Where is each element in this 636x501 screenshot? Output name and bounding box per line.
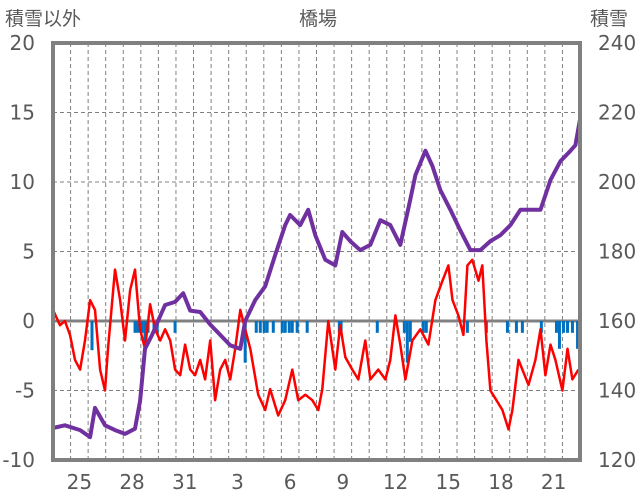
blue-bar (576, 321, 580, 349)
blue-bar (421, 321, 425, 333)
left-tick-label: 15 (10, 101, 35, 125)
blue-bar (375, 321, 379, 333)
x-tick-label: 28 (119, 470, 144, 494)
x-tick-label: 12 (383, 470, 408, 494)
right-tick-label: 160 (598, 309, 636, 333)
blue-bar (173, 321, 177, 333)
blue-bar (136, 321, 140, 333)
left-tick-label: -5 (15, 379, 35, 403)
x-tick-label: 25 (67, 470, 92, 494)
blue-bar (258, 321, 262, 333)
chart-title: 橋場 (299, 8, 337, 30)
blue-bar-series (90, 321, 580, 363)
x-tick-label: 3 (231, 470, 244, 494)
blue-bar (265, 321, 269, 333)
blue-bar (557, 321, 561, 349)
blue-bar (566, 321, 570, 333)
right-tick-label: 140 (598, 379, 636, 403)
left-tick-label: 20 (10, 31, 35, 55)
blue-bar (295, 321, 299, 333)
left-tick-label: 5 (22, 240, 35, 264)
x-tick-label: 6 (284, 470, 297, 494)
blue-bar (243, 321, 247, 363)
x-tick-label: 21 (541, 470, 566, 494)
x-tick-label: 18 (488, 470, 513, 494)
blue-bar (424, 321, 428, 333)
x-tick-label: 31 (172, 470, 197, 494)
blue-bar (554, 321, 558, 333)
blue-bar (143, 321, 147, 344)
snow-depth-line (52, 119, 582, 440)
blue-bar (254, 321, 258, 333)
blue-bar (514, 321, 518, 333)
blue-bar (305, 321, 309, 333)
plot-border (51, 41, 582, 462)
left-tick-label: -10 (2, 448, 35, 472)
blue-bar (290, 321, 294, 333)
right-tick-label: 180 (598, 240, 636, 264)
x-tick-label: 15 (436, 470, 461, 494)
left-axis-title: 積雪以外 (5, 8, 81, 30)
right-tick-label: 240 (598, 31, 636, 55)
blue-bar (520, 321, 524, 333)
blue-bar (90, 321, 94, 351)
blue-bar (283, 321, 287, 333)
right-axis-title: 積雪 (590, 8, 628, 30)
x-tick-label: 9 (336, 470, 349, 494)
blue-bar (262, 321, 266, 333)
right-tick-label: 220 (598, 101, 636, 125)
blue-bar (505, 321, 509, 333)
red-series-line (51, 258, 580, 431)
blue-bar (287, 321, 291, 333)
left-tick-label: 10 (10, 170, 35, 194)
right-tick-label: 120 (598, 448, 636, 472)
left-tick-label: 0 (22, 309, 35, 333)
blue-bar (402, 321, 406, 333)
gridlines (53, 43, 580, 460)
blue-bar (405, 321, 409, 363)
blue-bar (465, 321, 469, 333)
blue-bar (271, 321, 275, 333)
blue-bar (570, 321, 574, 333)
blue-bar (539, 321, 543, 333)
blue-bar (561, 321, 565, 333)
blue-bar (280, 321, 284, 333)
right-tick-label: 200 (598, 170, 636, 194)
line-series (51, 119, 582, 440)
blue-bar (140, 321, 144, 333)
blue-bar (408, 321, 412, 342)
blue-bar (133, 321, 137, 333)
